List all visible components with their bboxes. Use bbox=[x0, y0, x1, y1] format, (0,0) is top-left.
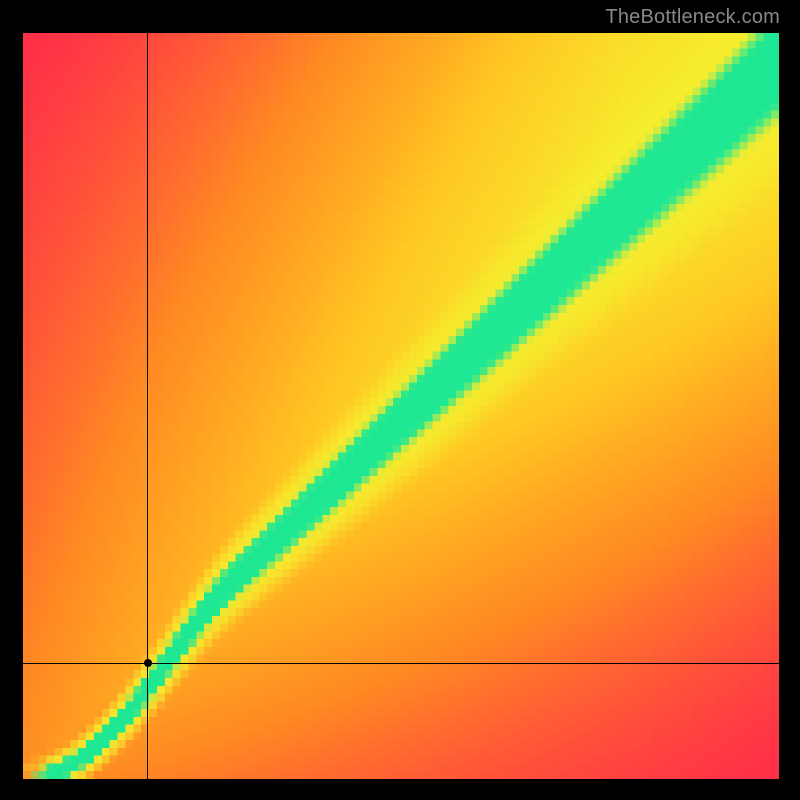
watermark-text: TheBottleneck.com bbox=[605, 6, 780, 29]
heatmap-plot bbox=[23, 33, 779, 779]
crosshair-horizontal bbox=[23, 663, 779, 664]
heatmap-canvas bbox=[23, 33, 779, 779]
chart-container: TheBottleneck.com bbox=[0, 0, 800, 800]
crosshair-point bbox=[144, 659, 152, 667]
